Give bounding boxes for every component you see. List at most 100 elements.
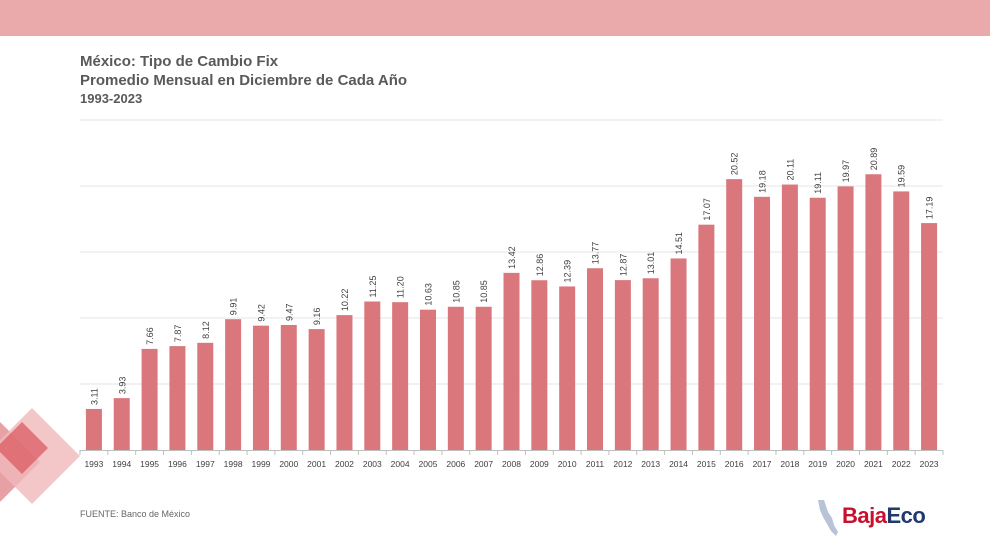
bar [587,268,604,450]
data-label: 10.63 [423,283,433,306]
logo-text-eco: Eco [886,503,926,528]
x-tick-label: 1996 [168,459,187,469]
x-tick-label: 2002 [335,459,354,469]
x-tick-label: 2022 [892,459,911,469]
x-tick-label: 2011 [586,459,605,469]
data-label: 8.12 [201,321,211,339]
source-note: FUENTE: Banco de México [80,509,191,519]
bar [670,258,687,450]
data-label: 9.47 [284,303,294,321]
bar [308,329,325,450]
bajaeco-logo: BajaEco [812,498,952,538]
bar [893,191,910,451]
data-label: 17.07 [702,198,712,221]
x-tick-label: 1999 [251,459,270,469]
data-label: 14.51 [674,232,684,255]
bar [141,348,158,450]
bar [642,278,659,450]
bar [837,186,854,450]
bar [698,224,715,450]
bar [169,346,186,450]
x-tick-label: 2021 [864,459,883,469]
x-tick-label: 2004 [391,459,410,469]
data-label: 11.20 [396,276,406,298]
x-tick-label: 2010 [558,459,577,469]
x-tick-label: 2000 [279,459,298,469]
data-label: 11.25 [368,276,378,298]
x-tick-label: 2019 [808,459,827,469]
x-tick-label: 2015 [697,459,716,469]
bar [113,398,130,450]
bar [614,280,631,450]
bar [197,342,214,450]
data-label: 7.87 [173,325,183,343]
data-label: 13.01 [646,252,656,275]
x-tick-label: 2007 [474,459,493,469]
data-label: 20.89 [869,148,879,171]
x-tick-label: 2020 [836,459,855,469]
bar [336,315,353,450]
data-label: 10.85 [479,280,489,303]
bar [754,196,771,450]
bar [559,286,576,450]
bar [865,174,882,450]
x-tick-label: 2018 [780,459,799,469]
decorative-diamonds [0,408,80,504]
bar [447,306,464,450]
bar [781,184,798,450]
x-tick-label: 2014 [669,459,688,469]
bar [475,306,492,450]
x-tick-label: 2006 [446,459,465,469]
data-label: 3.11 [89,388,99,405]
x-tick-label: 1998 [224,459,243,469]
x-tick-label: 2023 [920,459,939,469]
data-label: 3.93 [117,377,127,395]
bar [392,302,409,450]
data-label: 19.59 [897,165,907,188]
bar [85,408,102,450]
data-label: 7.66 [145,327,155,345]
data-label: 20.52 [730,153,740,176]
x-tick-label: 2009 [530,459,549,469]
data-label: 12.39 [563,260,573,283]
bar [252,325,269,450]
bar [280,324,297,450]
data-label: 12.87 [618,254,628,277]
data-label: 10.85 [451,280,461,303]
bar [503,272,520,450]
bar [225,319,242,450]
x-tick-label: 2003 [363,459,382,469]
chart-year-range: 1993-2023 [80,91,143,106]
bar [419,309,436,450]
data-label: 12.86 [535,254,545,277]
bar [809,197,826,450]
x-tick-label: 2013 [641,459,660,469]
data-label: 9.91 [229,298,239,316]
x-tick-label: 2016 [725,459,744,469]
chart-title: México: Tipo de Cambio Fix [80,53,279,70]
x-tick-label: 1995 [140,459,159,469]
bar [531,280,548,450]
data-label: 20.11 [785,159,795,181]
x-tick-label: 2005 [419,459,438,469]
data-label: 13.42 [507,246,517,269]
baja-peninsula-icon [818,500,838,536]
chart-subtitle: Promedio Mensual en Diciembre de Cada Añ… [80,72,408,89]
top-band [0,0,990,36]
data-label: 10.22 [340,289,350,312]
x-tick-label: 1993 [84,459,103,469]
data-label: 17.19 [925,197,935,220]
bar [921,223,938,450]
deco-diamond-center [0,422,48,474]
bar [364,301,381,450]
data-label: 13.77 [591,242,601,265]
x-tick-label: 2017 [753,459,772,469]
data-label: 19.97 [841,160,851,183]
data-label: 9.42 [256,304,266,322]
data-label: 9.16 [312,308,322,326]
x-tick-label: 2001 [307,459,326,469]
x-tick-label: 2012 [613,459,632,469]
x-tick-label: 1997 [196,459,215,469]
logo-text-baja: Baja [842,503,887,528]
